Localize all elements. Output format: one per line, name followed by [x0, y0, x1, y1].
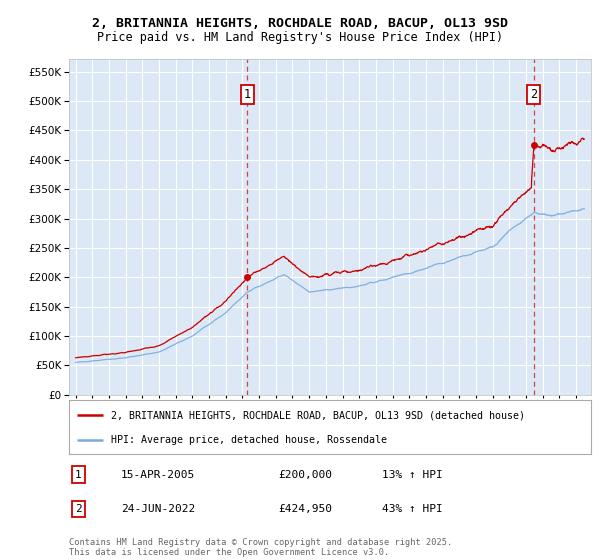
Text: 2, BRITANNIA HEIGHTS, ROCHDALE ROAD, BACUP, OL13 9SD (detached house): 2, BRITANNIA HEIGHTS, ROCHDALE ROAD, BAC… — [111, 410, 525, 421]
Text: 13% ↑ HPI: 13% ↑ HPI — [382, 470, 443, 479]
Text: HPI: Average price, detached house, Rossendale: HPI: Average price, detached house, Ross… — [111, 435, 387, 445]
Text: 2: 2 — [75, 504, 82, 514]
Text: Contains HM Land Registry data © Crown copyright and database right 2025.
This d: Contains HM Land Registry data © Crown c… — [69, 538, 452, 557]
Text: 2, BRITANNIA HEIGHTS, ROCHDALE ROAD, BACUP, OL13 9SD: 2, BRITANNIA HEIGHTS, ROCHDALE ROAD, BAC… — [92, 17, 508, 30]
Text: 1: 1 — [244, 87, 251, 101]
Text: £200,000: £200,000 — [278, 470, 332, 479]
Text: 2: 2 — [530, 87, 538, 101]
Text: Price paid vs. HM Land Registry's House Price Index (HPI): Price paid vs. HM Land Registry's House … — [97, 31, 503, 44]
Text: £424,950: £424,950 — [278, 504, 332, 514]
Text: 15-APR-2005: 15-APR-2005 — [121, 470, 196, 479]
Text: 1: 1 — [75, 470, 82, 479]
Text: 43% ↑ HPI: 43% ↑ HPI — [382, 504, 443, 514]
Text: 24-JUN-2022: 24-JUN-2022 — [121, 504, 196, 514]
